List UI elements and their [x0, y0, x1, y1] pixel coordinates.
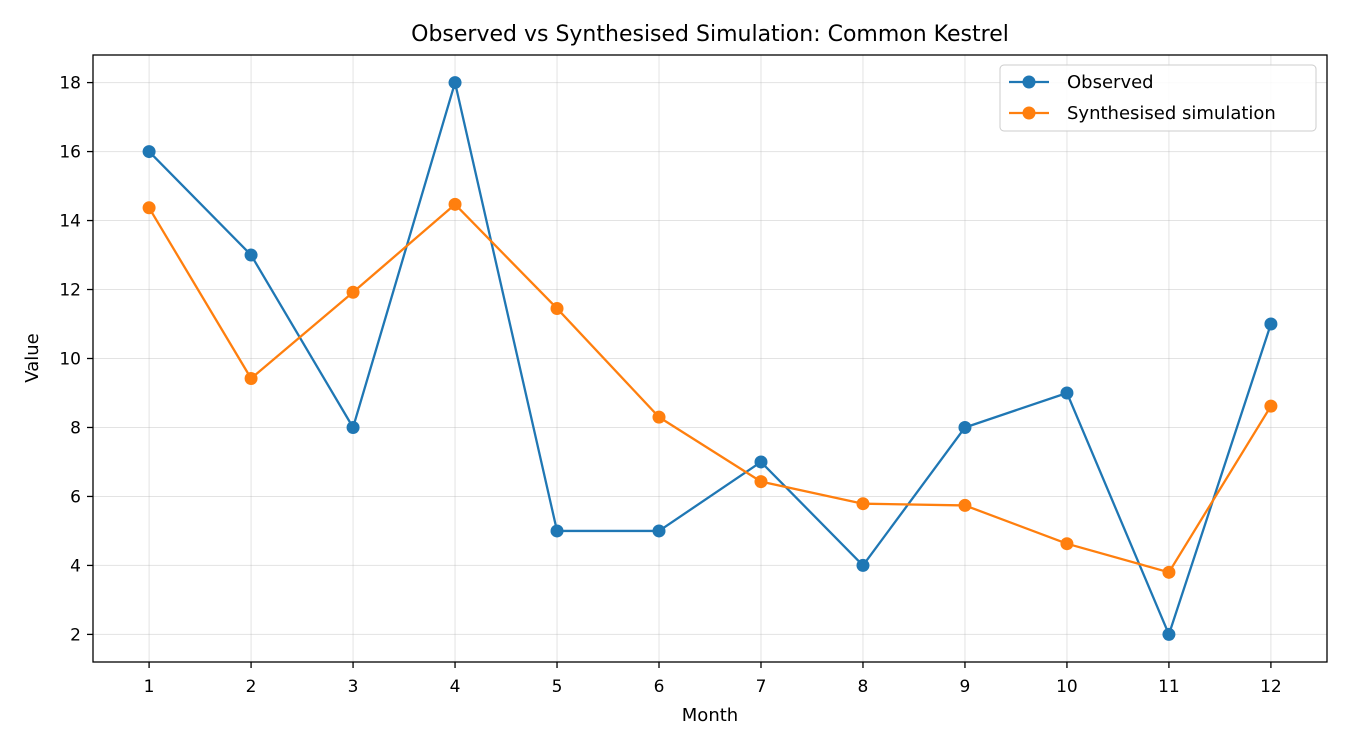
data-point: [244, 372, 258, 386]
data-point: [346, 420, 360, 434]
legend: Observed Synthesised simulation: [999, 64, 1317, 132]
data-point: [448, 197, 462, 211]
y-axis-label: Value: [22, 333, 43, 382]
data-point: [1264, 399, 1278, 413]
x-tick-label: 4: [450, 677, 461, 697]
y-tick-label: 12: [59, 281, 81, 301]
series-line: [148, 81, 1273, 636]
y-tick-label: 16: [59, 143, 81, 163]
data-point: [1162, 565, 1176, 579]
x-tick-label: 8: [858, 677, 869, 697]
y-tick-label: 8: [70, 418, 81, 438]
series-observed: [142, 76, 1278, 641]
y-tick-label: 4: [70, 556, 81, 576]
legend-marker: [1022, 106, 1036, 120]
x-tick-label: 6: [654, 677, 665, 697]
series-line: [148, 203, 1272, 574]
data-point: [550, 301, 564, 315]
data-point: [1162, 627, 1176, 641]
data-point: [244, 248, 258, 262]
data-point: [448, 76, 462, 90]
x-axis-label: Month: [682, 705, 738, 726]
x-tick-label: 10: [1056, 677, 1078, 697]
data-point: [1060, 386, 1074, 400]
data-point: [142, 201, 156, 215]
x-tick-label: 1: [144, 677, 155, 697]
y-tick-label: 14: [59, 212, 81, 232]
y-tick-label: 6: [70, 487, 81, 507]
data-point: [958, 498, 972, 512]
plot-area: [142, 76, 1278, 641]
data-point: [550, 524, 564, 538]
legend-box: [999, 64, 1317, 132]
chart-title: Observed vs Synthesised Simulation: Comm…: [411, 22, 1009, 47]
y-tick-label: 18: [59, 74, 81, 94]
grid: [93, 55, 1327, 662]
data-point: [856, 558, 870, 572]
data-point: [142, 145, 156, 159]
data-point: [754, 455, 768, 469]
y-tick-label: 10: [59, 350, 81, 370]
x-tick-label: 5: [552, 677, 563, 697]
data-point: [652, 410, 666, 424]
data-point: [652, 524, 666, 538]
series-synthesised: [142, 197, 1278, 579]
legend-label: Observed: [1067, 72, 1154, 93]
x-tick-label: 7: [756, 677, 767, 697]
data-point: [754, 475, 768, 489]
data-point: [958, 420, 972, 434]
legend-label: Synthesised simulation: [1067, 103, 1276, 124]
x-tick-label: 11: [1158, 677, 1180, 697]
data-point: [1060, 537, 1074, 551]
x-tick-label: 12: [1260, 677, 1282, 697]
data-point: [856, 497, 870, 511]
data-point: [346, 285, 360, 299]
x-tick-label: 2: [246, 677, 257, 697]
legend-marker: [1022, 75, 1036, 89]
y-tick-label: 2: [70, 625, 81, 645]
x-tick-label: 9: [960, 677, 971, 697]
x-tick-label: 3: [348, 677, 359, 697]
data-point: [1264, 317, 1278, 331]
